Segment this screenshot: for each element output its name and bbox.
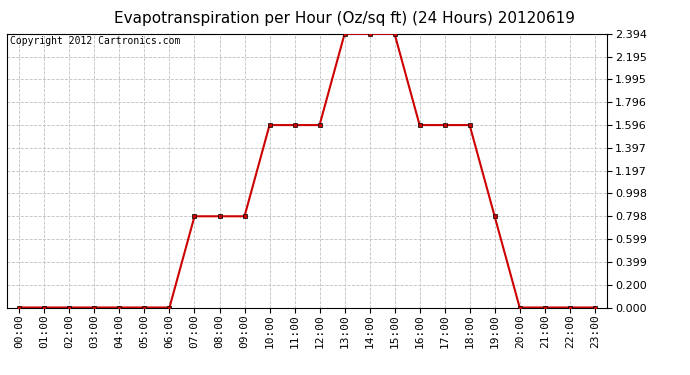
Text: Evapotranspiration per Hour (Oz/sq ft) (24 Hours) 20120619: Evapotranspiration per Hour (Oz/sq ft) (… — [115, 11, 575, 26]
Text: Copyright 2012 Cartronics.com: Copyright 2012 Cartronics.com — [10, 36, 180, 46]
